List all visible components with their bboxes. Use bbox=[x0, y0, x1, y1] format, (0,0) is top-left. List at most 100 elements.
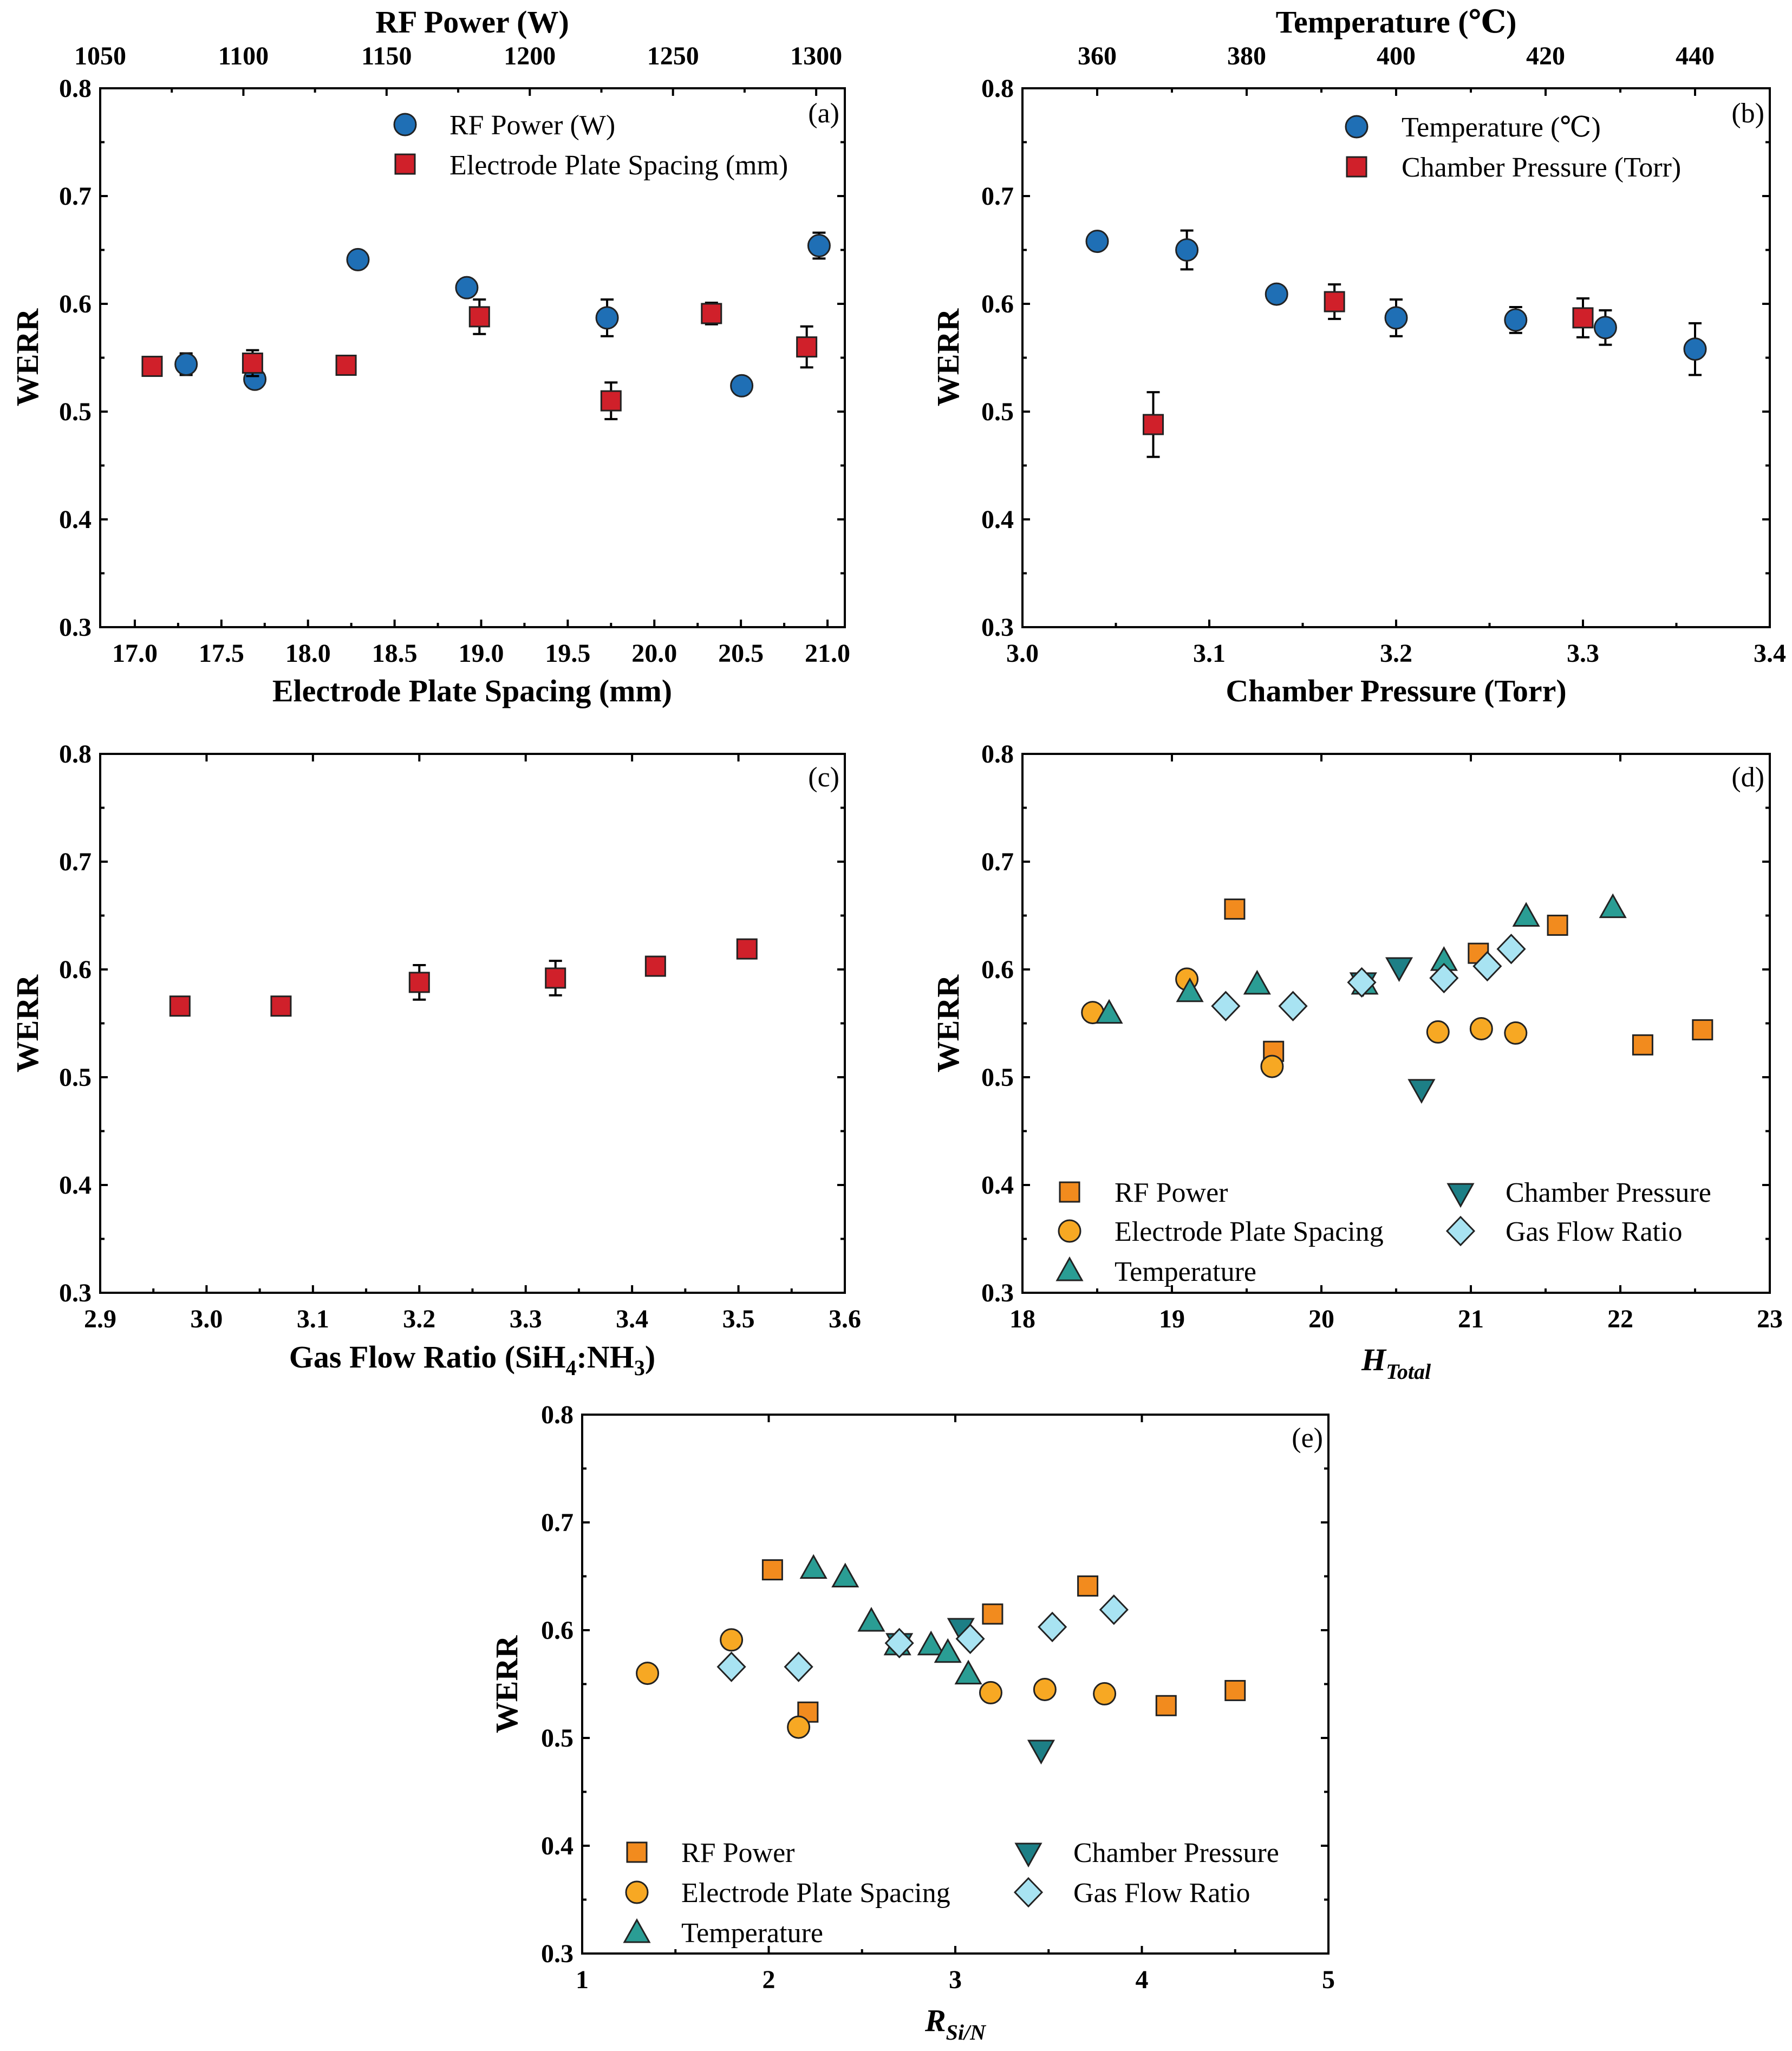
panel-e-legend-temperature: Temperature bbox=[681, 1918, 823, 1949]
y-tick-label: 0.4 bbox=[59, 1171, 92, 1200]
panel-e-legend: RF Power Electrode Plate Spacing Tempera… bbox=[623, 1838, 1279, 1949]
x-tick-label: 5 bbox=[1322, 1965, 1335, 1994]
panel-c-xlabel-post: ) bbox=[645, 1339, 655, 1375]
panel-d-axes: 0.3 0.4 0.5 0.6 0.7 0.8 18 19 20 21 22 23 bbox=[981, 740, 1783, 1333]
y-tick-label: 0.6 bbox=[59, 290, 92, 318]
x2-tick-label: 420 bbox=[1526, 42, 1565, 70]
x-tick-label: 21.0 bbox=[805, 639, 850, 668]
gas-flow-ratio-point bbox=[1099, 1594, 1129, 1625]
panel-a-legend-rf-power: RF Power (W) bbox=[449, 110, 615, 141]
x-tick-label: 23 bbox=[1757, 1305, 1783, 1333]
panel-e-xlabel: RSi/N bbox=[924, 2003, 987, 2045]
panel-e-legend-rf-power: RF Power bbox=[681, 1838, 794, 1868]
panel-e-legend-gas-flow: Gas Flow Ratio bbox=[1073, 1878, 1250, 1909]
panel-c: (c) Gas Flow Ratio (SiH4:NH3) WERR 0.30.… bbox=[10, 740, 861, 1380]
gas-flow-ratio-point bbox=[1278, 991, 1308, 1021]
x-tick-label: 3.2 bbox=[403, 1305, 435, 1333]
legend-square-icon bbox=[394, 153, 416, 175]
panel-a-marks bbox=[141, 231, 831, 420]
panel-b-axes: 0.3 0.4 0.5 0.6 0.7 0.8 3.0 3.1 3.2 3.3 3.4 360 380 4… bbox=[981, 42, 1786, 668]
gas-flow-ratio-point bbox=[1038, 1611, 1067, 1643]
rf-power-w-point bbox=[174, 352, 198, 376]
temperature-point bbox=[1593, 316, 1617, 340]
legend-triangle-down-icon bbox=[1014, 1842, 1042, 1868]
x2-tick-label: 1150 bbox=[361, 42, 412, 70]
temperature-point bbox=[1504, 308, 1528, 332]
rf-power-point bbox=[982, 1603, 1003, 1625]
panel-d-legend-gas-flow: Gas Flow Ratio bbox=[1506, 1216, 1682, 1247]
legend-triangle-down-icon bbox=[1446, 1183, 1475, 1208]
rf-power-point bbox=[1224, 898, 1246, 920]
panel-a-legend: RF Power (W) Electrode Plate Spacing (mm… bbox=[393, 110, 788, 181]
panel-d-xlabel-main: H bbox=[1361, 1342, 1387, 1377]
gas-flow-ratio-point bbox=[270, 995, 292, 1017]
x2-tick-label: 1050 bbox=[74, 42, 126, 70]
x-tick-label: 3.0 bbox=[190, 1305, 223, 1333]
y-tick-label: 0.8 bbox=[59, 74, 92, 103]
rf-power-point bbox=[1632, 1034, 1653, 1056]
y-tick-label: 0.6 bbox=[541, 1616, 574, 1645]
x-tick-label: 3.1 bbox=[1193, 639, 1226, 668]
y-tick-label: 0.4 bbox=[981, 1171, 1014, 1200]
gas-flow-ratio-point bbox=[736, 938, 758, 960]
rf-power-point bbox=[1224, 1679, 1246, 1701]
x2-tick-label: 1100 bbox=[218, 42, 269, 70]
panel-c-xlabel: Gas Flow Ratio (SiH4:NH3) bbox=[289, 1339, 655, 1380]
chamber-pressure-torr-point bbox=[1324, 291, 1345, 312]
x-tick-label: 3.3 bbox=[510, 1305, 542, 1333]
panel-c-axes: 0.3 0.4 0.5 0.6 0.7 0.8 2.9 3.0 3.1 3.2 3.3 3.4 3.5 3… bbox=[59, 740, 861, 1333]
temperature-point bbox=[1095, 999, 1123, 1024]
x-tick-label: 21 bbox=[1458, 1305, 1484, 1333]
rf-power-point bbox=[761, 1559, 783, 1581]
x2-tick-label: 1250 bbox=[647, 42, 699, 70]
panel-c-xlabel-sub2: 3 bbox=[634, 1356, 645, 1380]
x-tick-label: 3.6 bbox=[829, 1305, 861, 1333]
rf-power-w-point bbox=[730, 374, 754, 398]
legend-diamond-icon bbox=[1013, 1877, 1044, 1908]
legend-circle-icon bbox=[625, 1880, 649, 1904]
x-tick-label: 18.0 bbox=[285, 639, 331, 668]
x-tick-label: 22 bbox=[1607, 1305, 1633, 1333]
panel-a-x2label: RF Power (W) bbox=[375, 4, 569, 40]
x-tick-label: 19 bbox=[1159, 1305, 1185, 1333]
gas-flow-ratio-point bbox=[784, 1651, 813, 1682]
panel-b-ylabel: WERR bbox=[930, 308, 966, 407]
panel-e-xlabel-sub: Si/N bbox=[946, 2020, 987, 2045]
y-tick-label: 0.5 bbox=[541, 1724, 574, 1753]
x-tick-label: 4 bbox=[1136, 1965, 1149, 1994]
x-tick-label: 17.0 bbox=[112, 639, 158, 668]
temperature-point bbox=[1683, 337, 1707, 361]
x-tick-label: 3.1 bbox=[297, 1305, 329, 1333]
panel-c-marks bbox=[169, 938, 758, 1017]
y-tick-label: 0.8 bbox=[59, 740, 92, 769]
electrode-plate-spacing-point bbox=[1260, 1054, 1284, 1078]
panel-b-xlabel: Chamber Pressure (Torr) bbox=[1226, 673, 1566, 708]
gas-flow-ratio-point bbox=[884, 1627, 914, 1659]
panel-c-xlabel-pre: Gas Flow Ratio (SiH bbox=[289, 1339, 566, 1375]
gas-flow-ratio-point bbox=[955, 1623, 985, 1655]
rf-power-w-point bbox=[807, 234, 831, 258]
chamber-pressure-torr-point bbox=[1143, 414, 1164, 435]
legend-triangle-up-icon bbox=[623, 1918, 651, 1943]
y-tick-label: 0.8 bbox=[541, 1401, 574, 1429]
temperature-point bbox=[934, 1638, 962, 1663]
temperature-point bbox=[1176, 977, 1204, 1002]
temperature-point bbox=[799, 1554, 827, 1579]
x-tick-label: 19.5 bbox=[545, 639, 590, 668]
gas-flow-ratio-point bbox=[545, 967, 566, 989]
x-tick-label: 3 bbox=[949, 1965, 962, 1994]
panel-e-legend-pressure: Chamber Pressure bbox=[1073, 1838, 1279, 1868]
y-tick-label: 0.6 bbox=[981, 955, 1014, 984]
panel-a-ylabel: WERR bbox=[10, 308, 45, 407]
temperature-point bbox=[857, 1607, 885, 1632]
electrode-plate-spacing-point bbox=[1469, 1017, 1493, 1040]
legend-square-icon bbox=[626, 1841, 648, 1863]
gas-flow-ratio-point bbox=[1472, 950, 1502, 982]
panel-d-xlabel-sub: Total bbox=[1386, 1359, 1431, 1384]
x-tick-label: 3.5 bbox=[722, 1305, 755, 1333]
y-tick-label: 0.7 bbox=[59, 182, 92, 211]
electrode-plate-spacing-point bbox=[1093, 1682, 1117, 1705]
panel-a-xlabel: Electrode Plate Spacing (mm) bbox=[272, 673, 672, 708]
panel-e-ylabel: WERR bbox=[489, 1635, 524, 1734]
